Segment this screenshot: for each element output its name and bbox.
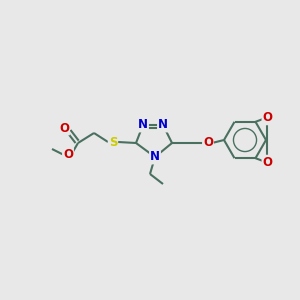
Text: O: O xyxy=(262,111,272,124)
Text: N: N xyxy=(150,151,160,164)
Text: N: N xyxy=(158,118,168,131)
Text: O: O xyxy=(63,148,73,161)
Text: S: S xyxy=(109,136,117,148)
Text: O: O xyxy=(203,136,213,149)
Text: O: O xyxy=(59,122,69,134)
Text: N: N xyxy=(138,118,148,131)
Text: O: O xyxy=(262,156,272,169)
